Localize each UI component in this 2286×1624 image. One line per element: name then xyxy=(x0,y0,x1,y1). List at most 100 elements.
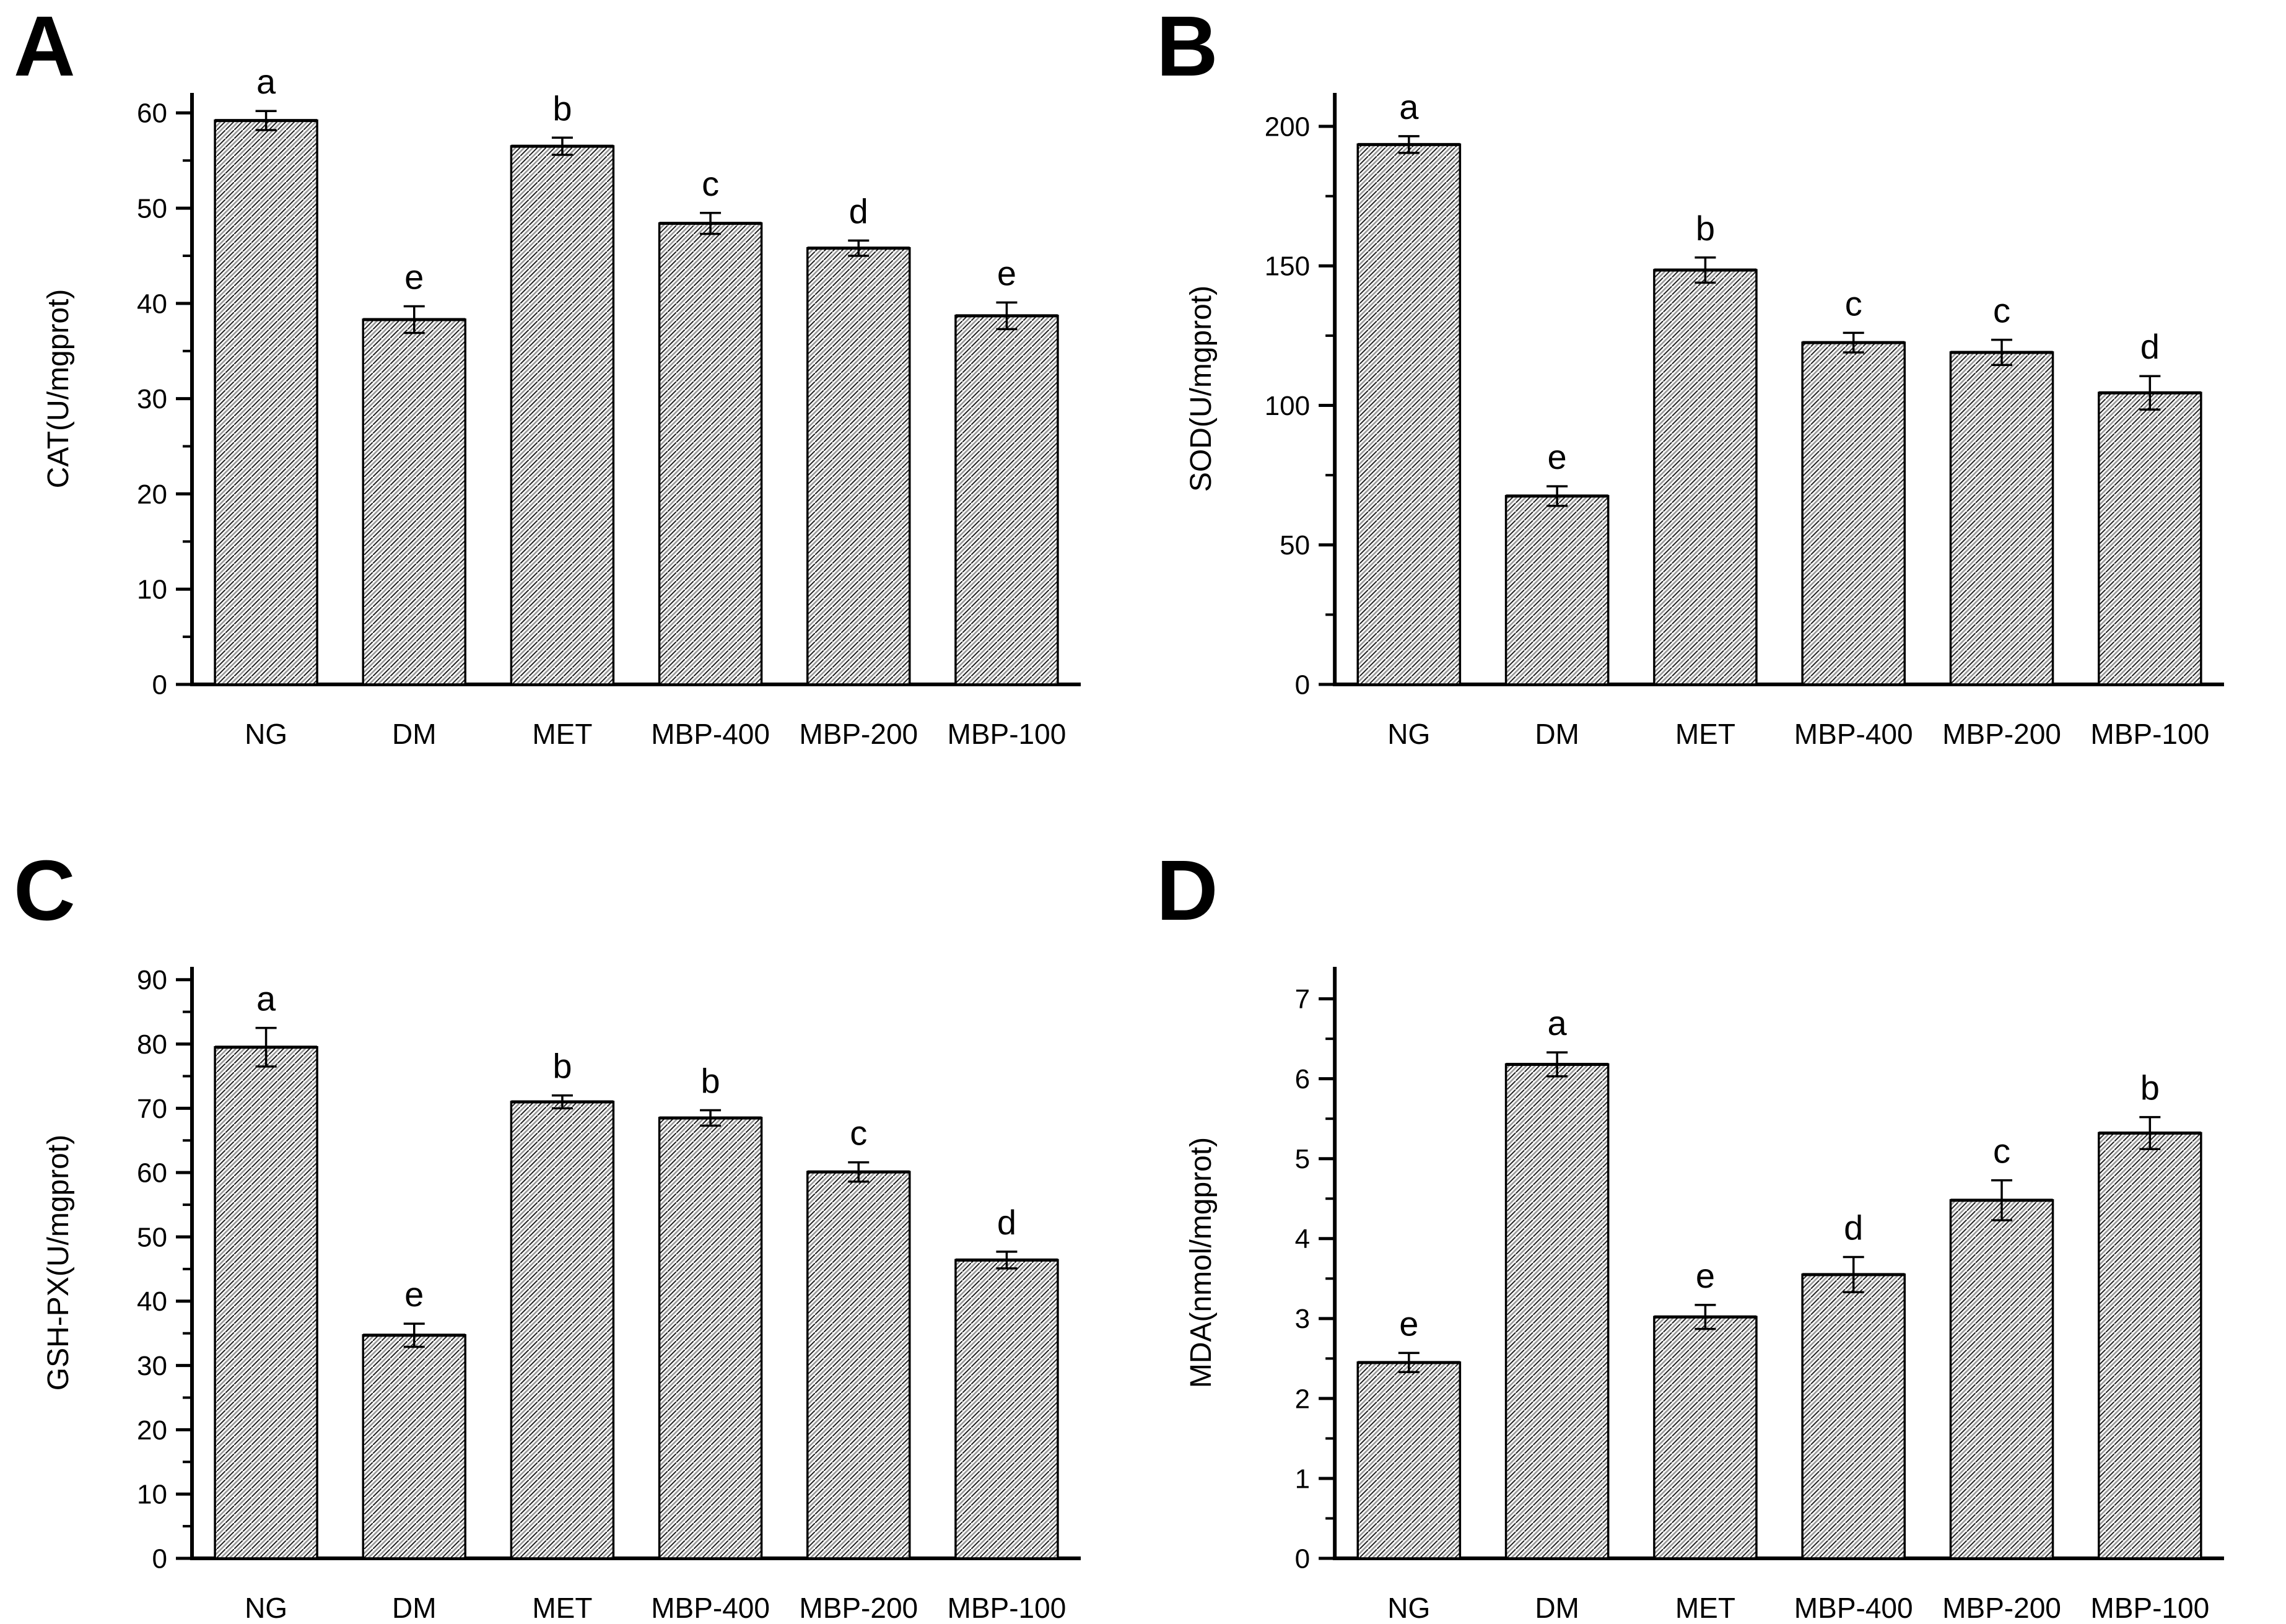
y-tick-label: 40 xyxy=(137,289,167,319)
bar-group-dm: e DM xyxy=(362,257,466,750)
x-category-label: NG xyxy=(1387,718,1430,750)
significance-letter: e xyxy=(1548,437,1567,476)
significance-letter: d xyxy=(997,1203,1016,1242)
bar-chart-gshpx: 0 10 20 30 40 50 60 70 80 90 GSH-PX(U/mgprot) a NG e D… xyxy=(42,965,1081,1624)
significance-letter: c xyxy=(702,164,719,203)
bar-group-mbp-100: e MBP-100 xyxy=(948,253,1067,750)
bar-group-mbp-100: d MBP-100 xyxy=(2090,327,2209,750)
x-category-label: DM xyxy=(1535,1592,1579,1624)
panel-letter-c: C xyxy=(14,843,76,938)
axes: 0 1 2 3 4 5 6 7 xyxy=(1295,967,2224,1574)
panel-b: B 0 50 100 150 200 SOD(U/mgprot) a NG e DM b MET c MB… xyxy=(1143,0,2286,812)
y-tick-label: 70 xyxy=(137,1094,167,1124)
bar xyxy=(1801,1273,1906,1560)
x-category-label: MBP-100 xyxy=(2090,1592,2209,1624)
y-tick-label: 0 xyxy=(1295,670,1310,700)
bar-group-mbp-200: c MBP-200 xyxy=(1942,1132,2061,1624)
bar-group-met: e MET xyxy=(1653,1256,1758,1624)
significance-letter: c xyxy=(1993,1132,2010,1171)
panel-letter-b: B xyxy=(1156,0,1218,94)
y-axis-title: SOD(U/mgprot) xyxy=(1185,286,1218,492)
y-tick-label: 0 xyxy=(152,670,167,700)
significance-letter: b xyxy=(552,89,572,128)
significance-letter: c xyxy=(1845,284,1862,323)
bar-group-ng: e NG xyxy=(1356,1304,1462,1624)
bar-group-mbp-200: c MBP-200 xyxy=(799,1114,918,1624)
x-category-label: NG xyxy=(245,1592,287,1624)
y-tick-label: 50 xyxy=(137,1222,167,1252)
axes: 0 10 20 30 40 50 60 xyxy=(137,93,1081,700)
bar xyxy=(1504,495,1610,686)
bar xyxy=(1653,1316,1758,1560)
x-category-label: MBP-400 xyxy=(1794,718,1913,750)
bar-group-mbp-100: b MBP-100 xyxy=(2090,1068,2209,1624)
x-category-label: MBP-400 xyxy=(651,718,770,750)
significance-letter: e xyxy=(1399,1304,1418,1343)
x-category-label: MET xyxy=(532,1592,592,1624)
significance-letter: a xyxy=(256,979,276,1018)
bar-group-met: b MET xyxy=(1653,209,1758,750)
bar xyxy=(1653,269,1758,686)
significance-letter: a xyxy=(256,62,276,101)
significance-letter: b xyxy=(552,1047,572,1086)
x-category-label: NG xyxy=(1387,1592,1430,1624)
y-tick-label: 5 xyxy=(1295,1144,1310,1174)
bar xyxy=(806,247,911,686)
significance-letter: b xyxy=(701,1061,720,1100)
y-tick-label: 0 xyxy=(1295,1543,1310,1574)
bar xyxy=(954,315,1059,686)
significance-letter: e xyxy=(404,257,424,296)
x-category-label: MBP-400 xyxy=(1794,1592,1913,1624)
y-tick-label: 30 xyxy=(137,1351,167,1381)
bar xyxy=(1949,351,2054,686)
y-tick-label: 150 xyxy=(1265,251,1310,282)
y-axis-title: MDA(nmol/mgprot) xyxy=(1185,1137,1218,1388)
y-tick-label: 1 xyxy=(1295,1464,1310,1494)
bar xyxy=(1949,1199,2054,1560)
x-category-label: MBP-100 xyxy=(2090,718,2209,750)
y-tick-label: 0 xyxy=(152,1543,167,1574)
bar-chart-mda: 0 1 2 3 4 5 6 7 MDA(nmol/mgprot) e NG a DM e MET d MBP-4… xyxy=(1185,967,2224,1624)
bar-group-mbp-400: c MBP-400 xyxy=(1794,284,1913,750)
x-category-label: MBP-100 xyxy=(948,1592,1067,1624)
significance-letter: e xyxy=(404,1275,424,1314)
panel-a: A 0 10 20 30 40 50 60 CAT(U/mgprot) a NG e DM b MET c M… xyxy=(0,0,1143,812)
bar-group-met: b MET xyxy=(510,1047,615,1624)
bar-group-mbp-200: c MBP-200 xyxy=(1942,291,2061,750)
y-tick-label: 60 xyxy=(137,1158,167,1189)
y-tick-label: 90 xyxy=(137,965,167,995)
bar xyxy=(362,1334,466,1560)
y-tick-label: 10 xyxy=(137,1480,167,1510)
axes: 0 50 100 150 200 xyxy=(1265,93,2224,700)
bar xyxy=(954,1259,1059,1560)
x-category-label: MBP-400 xyxy=(651,1592,770,1624)
bar-group-mbp-400: d MBP-400 xyxy=(1794,1208,1913,1624)
x-category-label: MBP-200 xyxy=(1942,1592,2061,1624)
x-category-label: DM xyxy=(1535,718,1579,750)
bar-group-mbp-400: b MBP-400 xyxy=(651,1061,770,1624)
panel-d: D 0 1 2 3 4 5 6 7 MDA(nmol/mgprot) e NG a DM e MET d MBP… xyxy=(1143,812,2286,1624)
significance-letter: d xyxy=(1844,1208,1863,1247)
significance-letter: b xyxy=(2140,1068,2160,1107)
y-tick-label: 20 xyxy=(137,1415,167,1446)
x-category-label: MBP-200 xyxy=(799,1592,918,1624)
bar-group-mbp-200: d MBP-200 xyxy=(799,191,918,750)
significance-letter: c xyxy=(1993,291,2010,330)
bar xyxy=(658,222,763,686)
bar-group-dm: e DM xyxy=(1504,437,1610,750)
axes: 0 10 20 30 40 50 60 70 80 90 xyxy=(137,965,1081,1574)
bar xyxy=(2098,391,2202,686)
significance-letter: a xyxy=(1399,87,1419,126)
y-tick-label: 80 xyxy=(137,1029,167,1060)
bar xyxy=(510,145,615,686)
y-tick-label: 30 xyxy=(137,384,167,414)
significance-letter: b xyxy=(1696,209,1715,248)
significance-letter: e xyxy=(1696,1256,1715,1295)
bar xyxy=(658,1117,763,1560)
bar-group-ng: a NG xyxy=(214,979,318,1624)
y-tick-label: 6 xyxy=(1295,1064,1310,1094)
x-category-label: MET xyxy=(1675,718,1735,750)
bar xyxy=(1504,1063,1610,1560)
bar xyxy=(1801,341,1906,686)
